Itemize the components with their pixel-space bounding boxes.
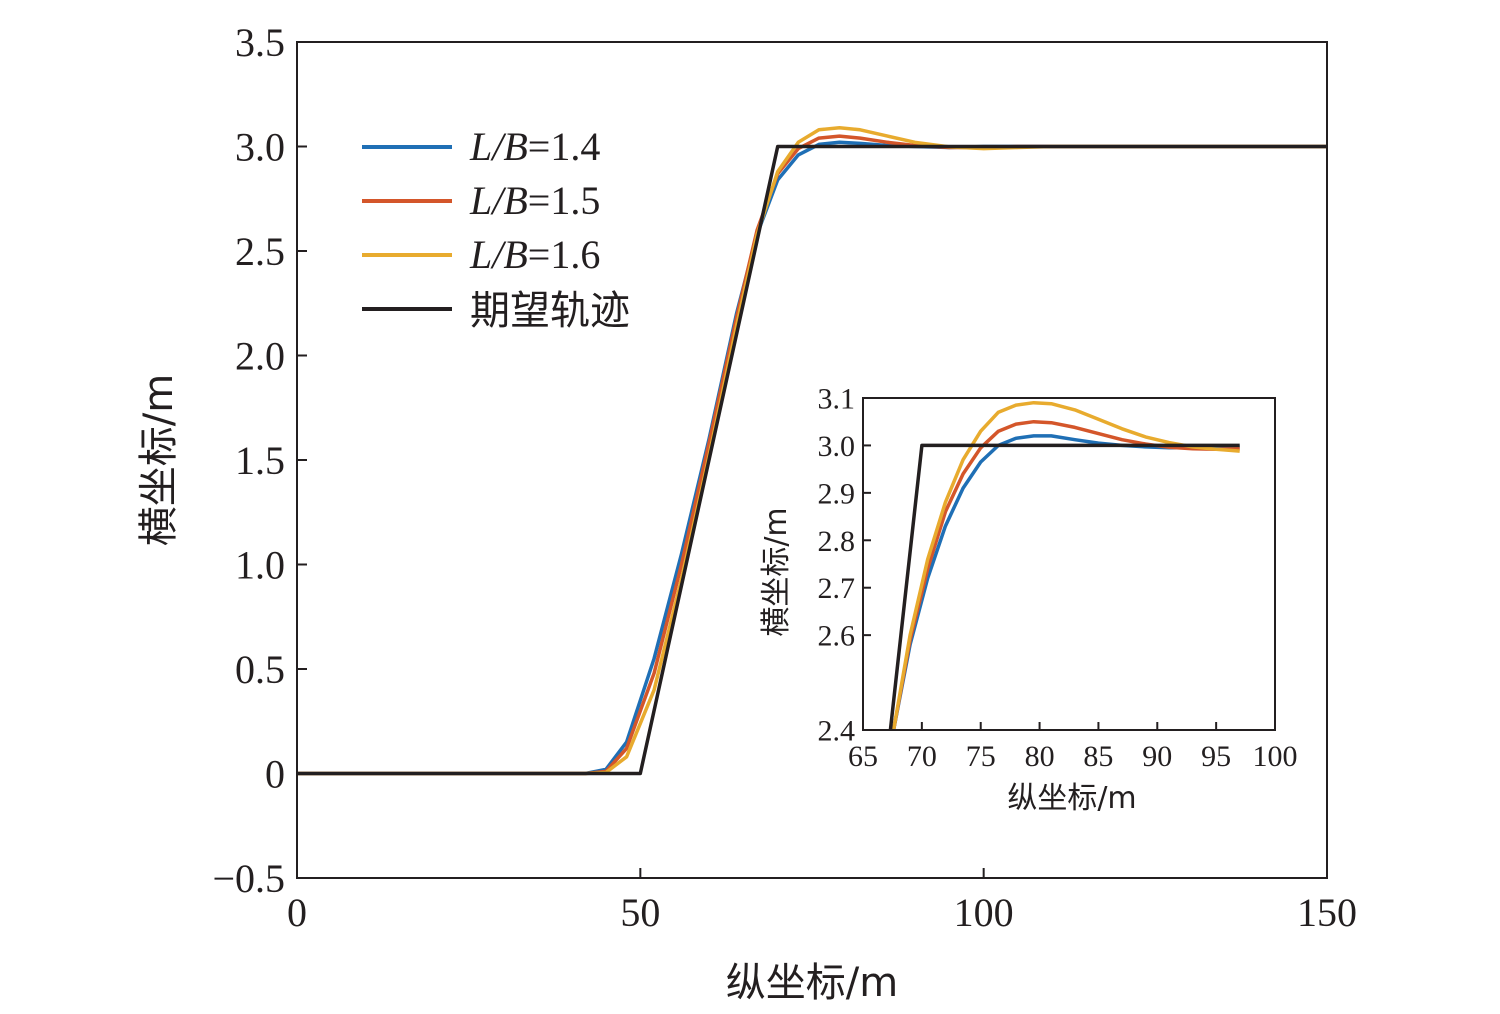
inset-x-tick-label: 100: [1253, 740, 1298, 773]
main-plot: 0 50 100 150−0.500.51.01.52.02.53.03.5 纵坐标/…: [136, 20, 1357, 1006]
inset-x-tick-label: 70: [907, 740, 937, 773]
legend: L/B=1.4 L/B=1.5 L/B=1.6 期望轨迹: [362, 124, 630, 334]
legend-label-desired: 期望轨迹: [470, 288, 630, 334]
inset-series-group: [888, 400, 1240, 730]
main-x-tick-label: 150: [1297, 890, 1357, 935]
inset-y-axis-label: 横坐标/m: [759, 507, 794, 636]
inset-y-tick-label: 2.6: [818, 620, 856, 653]
inset-x-tick-label: 85: [1083, 740, 1113, 773]
main-y-tick-label: 1.5: [235, 438, 285, 483]
inset-x-tick-label: 75: [966, 740, 996, 773]
main-x-tick-label: 0: [287, 890, 307, 935]
legend-value-lb15: =1.5: [528, 178, 601, 223]
legend-prefix-lb15: L/B: [469, 178, 528, 223]
inset-series-desired: [888, 443, 1240, 730]
main-y-tick-label: 3.5: [235, 20, 285, 65]
main-y-tick-label: 0.5: [235, 647, 285, 692]
main-y-axis-label: 横坐标/m: [136, 374, 182, 546]
main-y-tick-label: 0: [265, 752, 285, 797]
inset-y-tick-label: 3.0: [818, 430, 856, 463]
main-y-tick-label: 3.0: [235, 125, 285, 170]
legend-label-lb14: L/B=1.4: [469, 124, 600, 169]
main-y-tick-label: 1.0: [235, 543, 285, 588]
inset-x-tick-label: 65: [848, 740, 878, 773]
inset-series-lb15: [891, 419, 1240, 730]
legend-label-lb16: L/B=1.6: [469, 232, 600, 277]
main-x-tick-label: 100: [954, 890, 1014, 935]
inset-x-tick-label: 95: [1201, 740, 1231, 773]
inset-x-axis-label: 纵坐标/m: [1007, 781, 1136, 816]
inset-ticks-group: 65 70 75 80 85 90 95 100 2.4 2.6 2.7 2.8 2.9 3.0 3.1: [818, 383, 1298, 774]
main-series-group: [297, 125, 1327, 776]
legend-prefix-lb16: L/B: [469, 232, 528, 277]
main-y-tick-label: 2.5: [235, 229, 285, 274]
inset-y-tick-label: 2.7: [818, 572, 856, 605]
inset-y-tick-label: 2.8: [818, 525, 856, 558]
inset-x-tick-label: 80: [1025, 740, 1055, 773]
legend-prefix-lb14: L/B: [469, 124, 528, 169]
main-x-axis-label: 纵坐标/m: [726, 960, 898, 1006]
inset-x-tick-label: 90: [1142, 740, 1172, 773]
inset-plot: 65 70 75 80 85 90 95 100 2.4 2.6 2.7 2.8 2.9 3.0 3.1 纵…: [759, 383, 1298, 817]
main-x-tick-label: 50: [620, 890, 660, 935]
main-y-tick-label: 2.0: [235, 334, 285, 379]
main-ticks-group: 0 50 100 150−0.500.51.01.52.02.53.03.5: [212, 20, 1357, 935]
main-series-desired: [297, 144, 1327, 776]
legend-value-lb14: =1.4: [528, 124, 601, 169]
inset-y-tick-label: 3.1: [818, 383, 856, 416]
main-y-tick-label: −0.5: [212, 856, 285, 901]
inset-plot-frame: [862, 397, 1276, 731]
inset-y-tick-label: 2.9: [818, 477, 856, 510]
inset-y-tick-label: 2.4: [818, 715, 856, 748]
legend-value-lb16: =1.6: [528, 232, 601, 277]
legend-label-lb15: L/B=1.5: [469, 178, 600, 223]
inset-series-lb16: [891, 400, 1240, 730]
